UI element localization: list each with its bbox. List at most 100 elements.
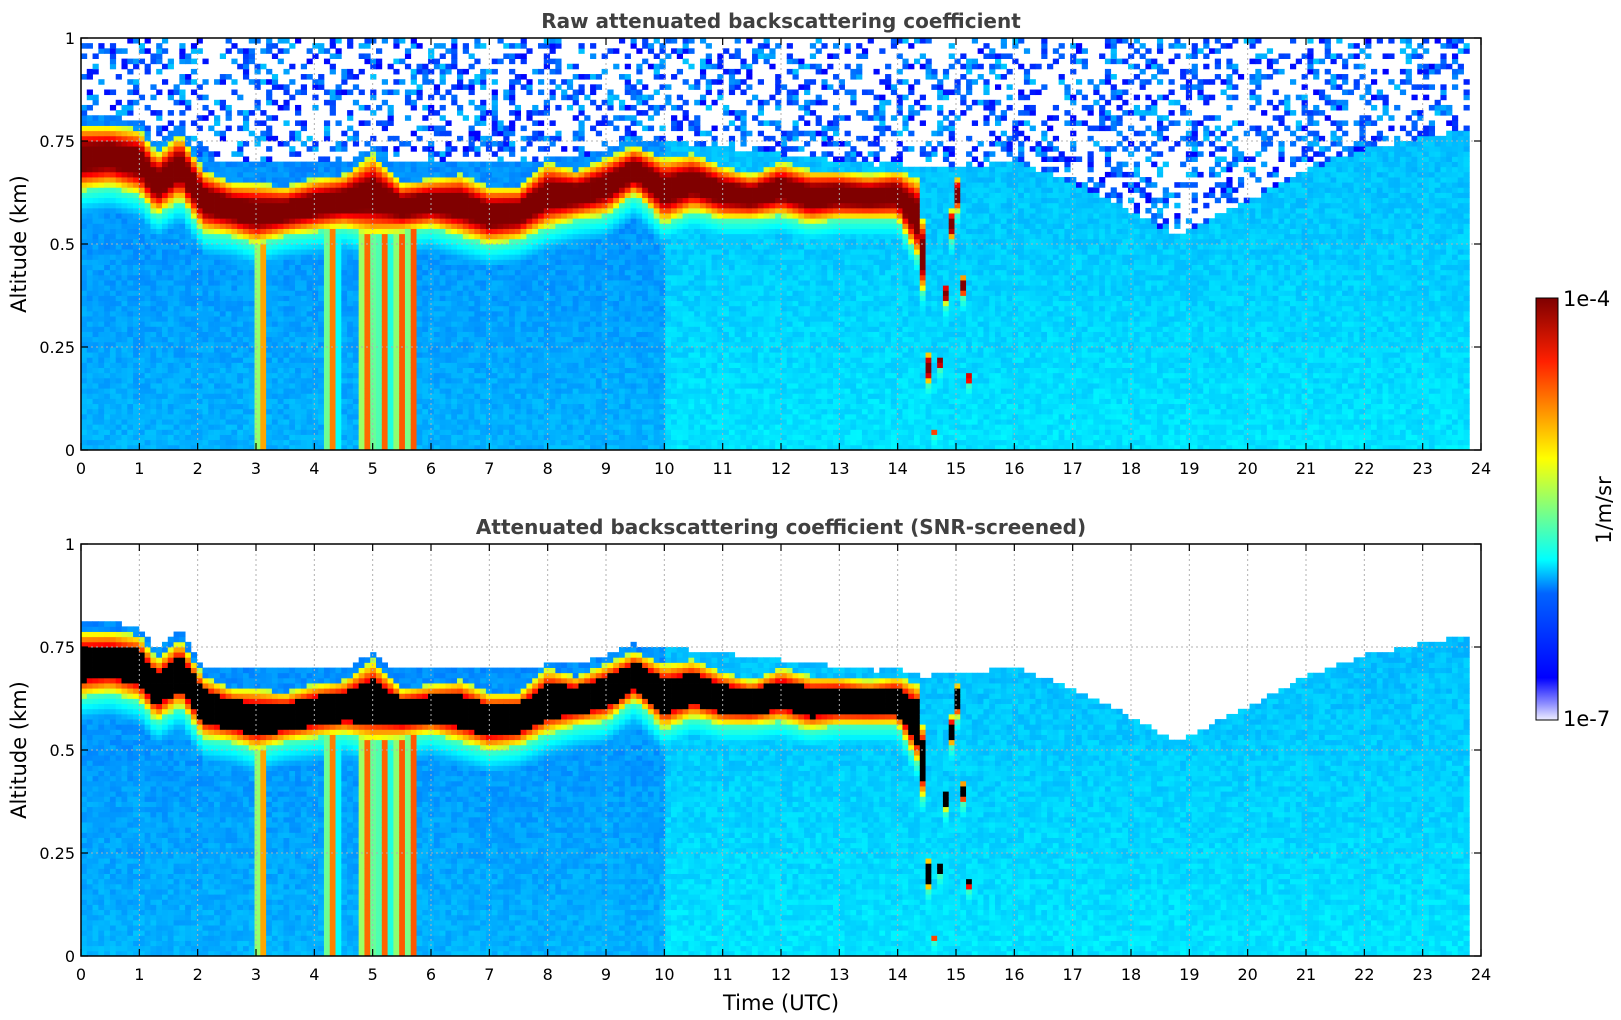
heatmap-cell: [86, 141, 93, 147]
heatmap-cell: [185, 166, 192, 173]
heatmap-cell: [514, 357, 522, 363]
heatmap-cell: [260, 398, 267, 405]
heatmap-cell: [121, 300, 128, 307]
heatmap-cell: [416, 218, 423, 224]
heatmap-cell: [370, 341, 377, 348]
heatmap-cell: [404, 429, 412, 435]
heatmap-cell: [306, 213, 313, 219]
heatmap-cell: [393, 223, 400, 229]
heatmap-cell: [109, 290, 117, 296]
heatmap-cell: [156, 295, 163, 302]
heatmap-cell: [138, 326, 146, 332]
heatmap-cell: [144, 192, 151, 199]
heatmap-cell: [433, 367, 441, 374]
heatmap-cell: [468, 305, 475, 312]
heatmap-cell: [167, 182, 174, 188]
heatmap-cell: [190, 269, 198, 276]
heatmap-cell: [387, 274, 394, 281]
heatmap-cell: [219, 393, 227, 399]
heatmap-cell: [133, 341, 140, 348]
heatmap-cell: [109, 285, 117, 291]
heatmap-cell: [399, 38, 406, 44]
heatmap-cell: [376, 182, 383, 188]
heatmap-cell: [156, 259, 163, 265]
heatmap-cell: [81, 331, 88, 338]
heatmap-cell: [509, 403, 516, 410]
heatmap-cell: [242, 141, 250, 147]
heatmap-cell: [503, 223, 510, 229]
heatmap-cell: [445, 161, 452, 168]
heatmap-cell: [387, 249, 394, 255]
heatmap-cell: [393, 249, 400, 255]
heatmap-cell: [225, 393, 232, 399]
heatmap-cell: [237, 254, 244, 260]
heatmap-cell: [167, 316, 174, 322]
heatmap-cell: [179, 249, 186, 255]
heatmap-cell: [277, 383, 284, 389]
heatmap-cell: [370, 419, 377, 425]
heatmap-cell: [509, 285, 516, 291]
heatmap-cell: [133, 305, 140, 312]
heatmap-cell: [451, 295, 458, 302]
heatmap-cell: [474, 269, 481, 276]
heatmap-cell: [347, 310, 354, 317]
heatmap-cell: [468, 223, 475, 229]
heatmap-cell: [329, 218, 336, 224]
heatmap-cell: [306, 254, 313, 260]
heatmap-cell: [156, 161, 163, 168]
heatmap-cell: [266, 408, 273, 415]
heatmap-cell: [167, 424, 174, 430]
heatmap-cell: [462, 408, 469, 415]
heatmap-cell: [370, 280, 377, 286]
heatmap-cell: [81, 213, 88, 219]
heatmap-cell: [451, 336, 458, 343]
heatmap-cell: [410, 79, 417, 85]
heatmap-cell: [341, 310, 348, 317]
heatmap-cell: [121, 367, 128, 374]
heatmap-cell: [445, 326, 452, 332]
heatmap-cell: [381, 393, 388, 399]
heatmap-cell: [393, 264, 400, 271]
heatmap-cell: [208, 383, 215, 389]
heatmap-cell: [445, 372, 452, 379]
heatmap-cell: [514, 439, 522, 446]
heatmap-cell: [219, 280, 227, 286]
heatmap-cell: [248, 424, 255, 430]
heatmap-cell: [497, 316, 504, 322]
heatmap-cell: [376, 280, 383, 286]
heatmap-cell: [104, 264, 111, 271]
heatmap-cell: [190, 89, 198, 96]
heatmap-cell: [439, 274, 446, 281]
heatmap-cell: [306, 434, 313, 441]
heatmap-cell: [127, 125, 134, 132]
heatmap-cell: [341, 280, 348, 286]
heatmap-cell: [196, 403, 203, 410]
heatmap-cell: [144, 372, 151, 379]
heatmap-cell: [133, 383, 140, 389]
heatmap-cell: [376, 48, 383, 54]
heatmap-cell: [381, 228, 388, 235]
heatmap-cell: [144, 233, 151, 240]
heatmap-cell: [514, 177, 522, 183]
heatmap-cell: [92, 408, 99, 415]
heatmap-cell: [161, 341, 169, 348]
heatmap-cell: [150, 372, 157, 379]
heatmap-cell: [81, 383, 88, 389]
heatmap-cell: [127, 377, 134, 384]
heatmap-cell: [277, 285, 284, 291]
heatmap-cell: [185, 388, 192, 394]
heatmap-cell: [306, 290, 313, 296]
heatmap-cell: [410, 403, 417, 410]
heatmap-cell: [381, 280, 388, 286]
heatmap-cell: [428, 434, 435, 441]
heatmap-cell: [329, 434, 336, 441]
heatmap-cell: [370, 146, 377, 152]
heatmap-cell: [127, 171, 134, 178]
heatmap-cell: [208, 336, 215, 343]
heatmap-cell: [439, 156, 446, 162]
heatmap-cell: [133, 439, 140, 446]
heatmap-cell: [491, 218, 498, 224]
heatmap-cell: [393, 357, 400, 363]
heatmap-cell: [92, 254, 99, 260]
heatmap-cell: [109, 429, 117, 435]
